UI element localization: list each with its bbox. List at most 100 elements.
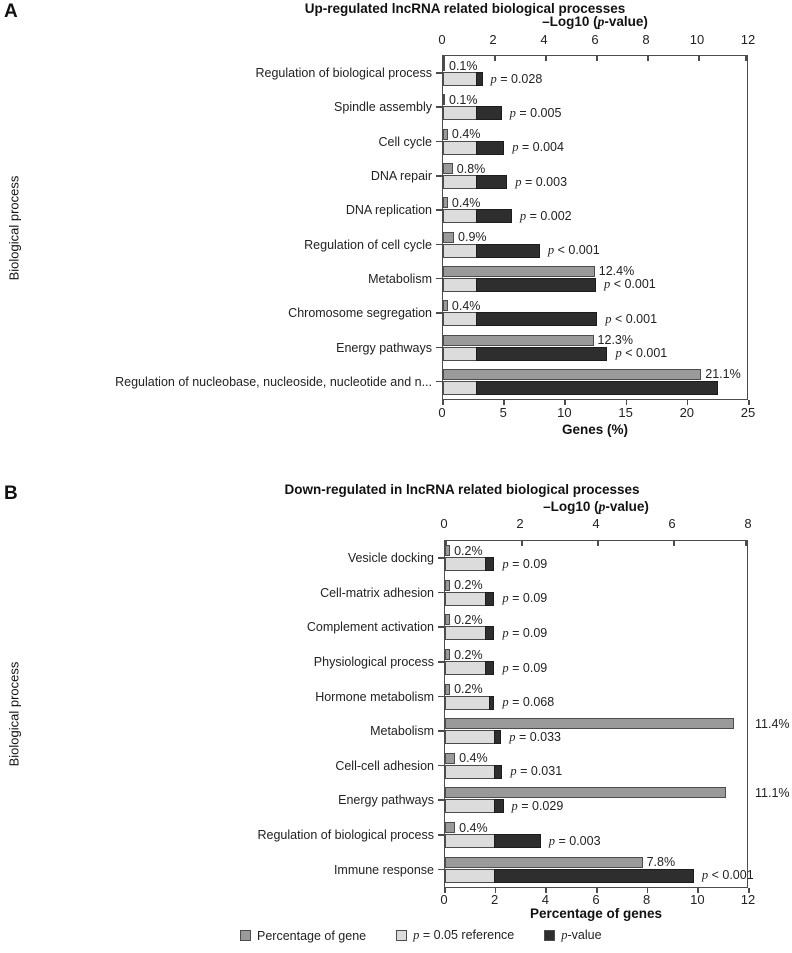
top-axis-tick-label: 2 [489,32,497,47]
p005-reference-bar [443,175,477,190]
category-label: Cell-cell adhesion [335,758,434,773]
pvalue-bar [494,799,504,814]
bottom-axis-tick-mark [748,400,750,405]
bottom-axis-tick-mark [564,400,566,405]
top-axis-tick-mark [494,56,496,61]
bottom-axis-tick-label: 5 [499,405,507,420]
bottom-axis-tick-label: 20 [679,405,695,420]
panel-b-y-axis-title: Biological process [6,661,22,767]
pvalue-bar [494,764,503,779]
panel-a-plot-area: Regulation of biological process 0.1% p = … [115,55,748,400]
percentage-bar-line: 12.4% [443,264,747,279]
pvalue-label: p = 0.031 [510,764,563,779]
category-label: DNA repair [370,169,432,184]
category-tick-mark [438,834,445,836]
top-axis-tick-mark [596,56,598,61]
percentage-label: 0.4% [451,127,481,142]
category-label: Metabolism [370,724,434,739]
chart-row: Hormone metabolism 0.2% p = 0.068 [315,679,747,714]
bottom-axis-tick-mark [686,400,689,405]
legend-swatch-icon [544,930,556,941]
category-tick-mark [438,695,445,698]
bottom-axis-tick-label: 12 [740,892,756,907]
pvalue-label: p = 0.09 [502,660,548,675]
category-tick-mark [438,868,445,871]
pvalue-bar [494,868,694,883]
bottom-axis-tick-mark [646,888,649,893]
pvalue-bar [476,243,540,258]
percentage-bar-line: 12.3% [443,333,747,347]
percentage-label: 11.1% [755,785,790,800]
bottom-axis-tick-label: 15 [618,405,633,420]
percentage-of-gene-bar [443,300,448,312]
category-label: DNA replication [345,203,432,218]
panel-b-letter: B [4,483,18,504]
pvalue-bar-line: p < 0.001 [443,346,747,361]
pvalue-bar-line: p < 0.001 [443,277,747,292]
pvalue-bar-line: p = 0.09 [445,626,747,641]
panel-a-top-axis-ticks: 0 2 4 6 8 10 12 [438,32,755,48]
panel-a: A Up-regulated lncRNA related biological… [0,0,792,472]
p005-reference-bar [443,72,477,87]
p005-reference-bar [445,661,485,676]
percentage-bar-line: 0.2% [445,682,747,696]
category-label: Energy pathways [336,340,432,355]
pvalue-label: p = 0.005 [509,105,562,120]
category-label: Complement activation [306,620,434,635]
category-tick-mark [438,557,445,559]
top-axis-tick-mark [647,56,649,61]
pvalue-label: p = 0.003 [548,833,601,848]
pvalue-label: p < 0.001 [701,868,754,883]
bottom-axis-tick-mark [697,888,699,893]
percentage-of-gene-bar [443,197,448,209]
pvalue-bar-line: p = 0.09 [445,557,747,572]
percentage-of-gene-bar [445,649,451,661]
p005-reference-bar [445,764,495,779]
pvalue-bar [476,312,598,327]
p005-reference-bar [443,346,477,361]
panel-a-letter: A [4,1,18,22]
percentage-bar-line: 0.4% [443,127,747,142]
percentage-bar-line: 0.2% [445,648,747,662]
chart-row: Cell cycle 0.4% p = 0.004 [379,125,747,159]
panel-b-title: Down-regulated in lncRNA related biologi… [284,482,640,497]
chart-row: Vesicle docking 0.2% p = 0.09 [348,541,747,576]
bottom-axis-tick-mark [442,400,444,405]
pvalue-label: p = 0.09 [502,591,548,606]
panel-a-title: Up-regulated lncRNA related biological p… [304,1,626,16]
pvalue-label: p = 0.068 [502,695,555,710]
pvalue-bar-line: p = 0.068 [445,695,747,710]
percentage-bar-line: 0.1% [443,93,747,107]
percentage-of-gene-bar [445,752,456,764]
percentage-label: 0.2% [454,578,483,593]
category-tick-mark [436,175,443,177]
percentage-label: 11.4% [755,716,790,731]
top-axis-tick-mark [521,541,523,546]
panel-a-y-axis-title: Biological process [6,175,22,281]
category-label: Regulation of biological process [255,66,433,81]
pvalue-bar [484,591,495,606]
pvalue-bar [489,695,495,710]
category-label: Vesicle docking [347,551,434,566]
percentage-label: 12.4% [598,264,635,279]
panel-b-bottom-axis-ticks: 0 2 4 6 8 10 12 [440,892,755,908]
category-tick-mark [436,106,443,108]
percentage-label: 0.4% [451,195,481,210]
percentage-label: 0.4% [459,820,488,835]
chart-row: Regulation of biological process 0.1% p = … [256,56,747,90]
percentage-of-gene-bar [443,334,594,346]
pvalue-label: p = 0.004 [512,140,564,155]
percentage-of-gene-bar [445,822,456,834]
percentage-bar-line: 21.1% [443,367,747,381]
top-axis-tick-label: 0 [440,516,448,531]
pvalue-label: p < 0.001 [605,311,658,326]
p005-reference-bar [443,277,477,292]
p005-reference-bar [445,834,495,849]
percentage-label: 0.8% [456,161,486,176]
pvalue-bar-line: p = 0.003 [443,175,747,190]
percentage-label: 0.4% [459,751,488,766]
percentage-of-gene-bar [445,787,727,799]
chart-legend: Percentage of gene p = 0.05 reference p-va… [240,928,602,943]
bottom-axis-tick-label: 8 [643,892,651,907]
bottom-axis-tick-label: 25 [740,405,756,420]
